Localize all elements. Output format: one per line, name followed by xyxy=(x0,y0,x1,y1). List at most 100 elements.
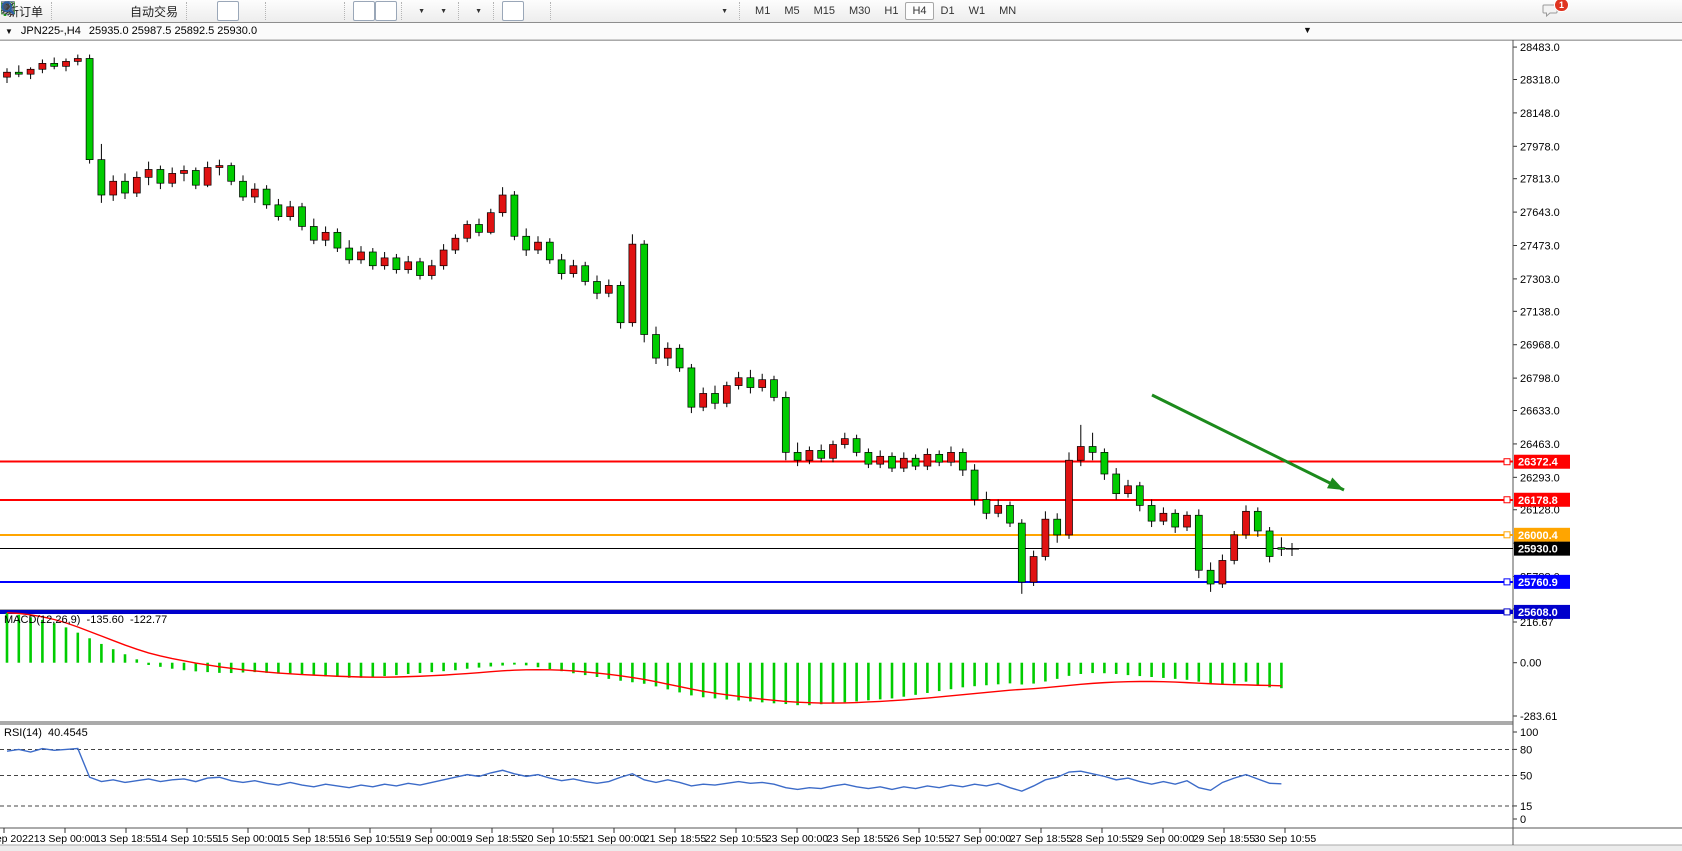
candle-bearish xyxy=(1277,547,1286,550)
candle-bearish xyxy=(864,452,873,465)
chat-button[interactable]: 1 xyxy=(1541,0,1569,21)
toolbar-separator xyxy=(186,2,192,20)
price-tick-label: 27303.0 xyxy=(1520,274,1560,286)
timeframe-H4[interactable]: H4 xyxy=(905,2,934,20)
candle-bullish xyxy=(321,231,330,241)
candle-bearish xyxy=(309,226,318,241)
fibonacci-button[interactable]: F xyxy=(2,1,669,21)
new-chart-button[interactable]: ▼ xyxy=(1,1,432,21)
price-tick-label: 26968.0 xyxy=(1520,340,1560,352)
trendline-button[interactable] xyxy=(2,1,625,21)
timeframe-toolbar: M1 M5 M15 M30 H1 H4 D1 W1 MN xyxy=(748,2,1023,20)
one-click-trading-toggle-icon[interactable]: ▼ xyxy=(5,26,13,36)
level-drag-handle[interactable] xyxy=(1503,608,1511,616)
time-axis-label: 29 Sep 18:55 xyxy=(1193,833,1256,845)
candle-bullish xyxy=(286,206,295,217)
market-watch-button[interactable] xyxy=(0,1,82,21)
candle-bullish xyxy=(1124,485,1132,494)
rsi-indicator-label: RSI(14) 40.4545 xyxy=(4,727,88,739)
level-drag-handle[interactable] xyxy=(1503,458,1511,466)
candle-bearish xyxy=(1253,510,1262,532)
candle-bullish xyxy=(1218,560,1227,585)
chart-shift-button[interactable] xyxy=(1,1,398,21)
price-tick-label: 27138.0 xyxy=(1520,306,1560,318)
candle-bearish xyxy=(97,159,106,196)
level-drag-handle[interactable] xyxy=(1503,578,1511,586)
vertical-line-button[interactable] xyxy=(7,1,581,21)
candle-bullish xyxy=(829,444,837,459)
candle-bullish xyxy=(994,505,1003,514)
zoom-out-button[interactable] xyxy=(1,1,318,21)
trend-arrow-line[interactable] xyxy=(1151,393,1345,492)
rsi-line xyxy=(6,747,1282,792)
candle-bearish xyxy=(50,63,59,67)
candle-bearish xyxy=(14,71,23,75)
notification-badge: 1 xyxy=(1553,0,1569,12)
time-axis-label: 29 Sep 00:00 xyxy=(1132,833,1195,845)
candle-bullish xyxy=(380,257,389,267)
timeframe-M30[interactable]: M30 xyxy=(849,5,871,17)
rsi-tick-label: 50 xyxy=(1520,771,1532,783)
candle-bearish xyxy=(652,334,660,359)
timeframe-MN[interactable]: MN xyxy=(999,5,1017,17)
candle-bearish xyxy=(156,169,165,184)
candle-bullish xyxy=(699,393,708,408)
timeframe-M1[interactable]: M1 xyxy=(755,5,771,17)
chevron-down-icon: ▼ xyxy=(418,7,425,15)
time-axis-label: 23 Sep 18:55 xyxy=(827,833,890,845)
timeframe-M5[interactable]: M5 xyxy=(784,5,800,17)
arrows-button[interactable]: ▼ xyxy=(2,1,735,21)
candle-bearish xyxy=(746,377,755,388)
text-button[interactable]: A xyxy=(4,1,691,21)
toolbar-separator xyxy=(550,2,556,20)
candlestick-button[interactable] xyxy=(1,1,240,21)
level-drag-handle[interactable] xyxy=(1503,531,1511,539)
chevron-down-icon: ▼ xyxy=(721,7,728,15)
indicators-button[interactable]: ▼ xyxy=(1,1,489,21)
chart-shift-marker-icon[interactable]: ▼ xyxy=(1303,25,1312,35)
candle-bullish xyxy=(899,457,908,469)
level-drag-handle[interactable] xyxy=(1503,496,1511,504)
time-axis-label: 13 Sep 18:55 xyxy=(95,833,158,845)
rsi-tick-label: 80 xyxy=(1520,744,1532,756)
level-price-label-box xyxy=(1514,527,1570,542)
price-tick-label: 26633.0 xyxy=(1520,406,1560,418)
candle-bullish xyxy=(38,63,47,70)
price-chart[interactable]: 28483.0 28318.0 28148.0 27978.0 27813.0 27643… xyxy=(0,40,1682,851)
candle-bullish xyxy=(1041,518,1050,557)
candle-bearish xyxy=(1135,485,1144,506)
terminal-button[interactable] xyxy=(1,1,126,21)
candle-bullish xyxy=(463,224,472,239)
horizontal-line-button[interactable] xyxy=(1,1,603,21)
level-price-label: 25930.0 xyxy=(1518,544,1558,556)
autotrading-button[interactable]: 自动交易 xyxy=(1,1,182,21)
level-price-label-box xyxy=(1514,574,1570,589)
svg-text:A: A xyxy=(4,2,13,16)
timeframe-M15[interactable]: M15 xyxy=(813,5,835,17)
timeframe-D1[interactable]: D1 xyxy=(940,5,955,17)
auto-scroll-button[interactable] xyxy=(1,1,376,21)
zoom-in-button[interactable] xyxy=(1,1,296,21)
time-axis-label: 15 Sep 00:00 xyxy=(217,833,280,845)
candle-bearish xyxy=(1194,514,1203,571)
cursor-button[interactable] xyxy=(5,1,525,21)
profiles-button[interactable]: ▼ xyxy=(1,1,454,21)
candle-bearish xyxy=(1147,505,1156,522)
candle-bullish xyxy=(663,347,672,359)
navigator-button[interactable] xyxy=(1,1,104,21)
search-button[interactable] xyxy=(1,1,1541,21)
line-chart-button[interactable] xyxy=(1,1,261,21)
channel-button[interactable]: E xyxy=(1,1,647,21)
timeframe-H1[interactable]: H1 xyxy=(884,5,899,17)
time-axis-label: 14 Sep 10:55 xyxy=(156,833,219,845)
candle-bullish xyxy=(109,180,118,196)
text-label-button[interactable]: T xyxy=(1,1,713,21)
timeframe-W1[interactable]: W1 xyxy=(968,5,986,17)
level-price-label-box xyxy=(1514,604,1570,619)
tile-windows-button[interactable] xyxy=(1,1,340,21)
crosshair-button[interactable] xyxy=(1,1,546,21)
bar-chart-button[interactable] xyxy=(1,1,217,21)
candle-bearish xyxy=(274,204,283,217)
rsi-value: 40.4545 xyxy=(48,727,88,739)
candle-bearish xyxy=(911,457,920,467)
